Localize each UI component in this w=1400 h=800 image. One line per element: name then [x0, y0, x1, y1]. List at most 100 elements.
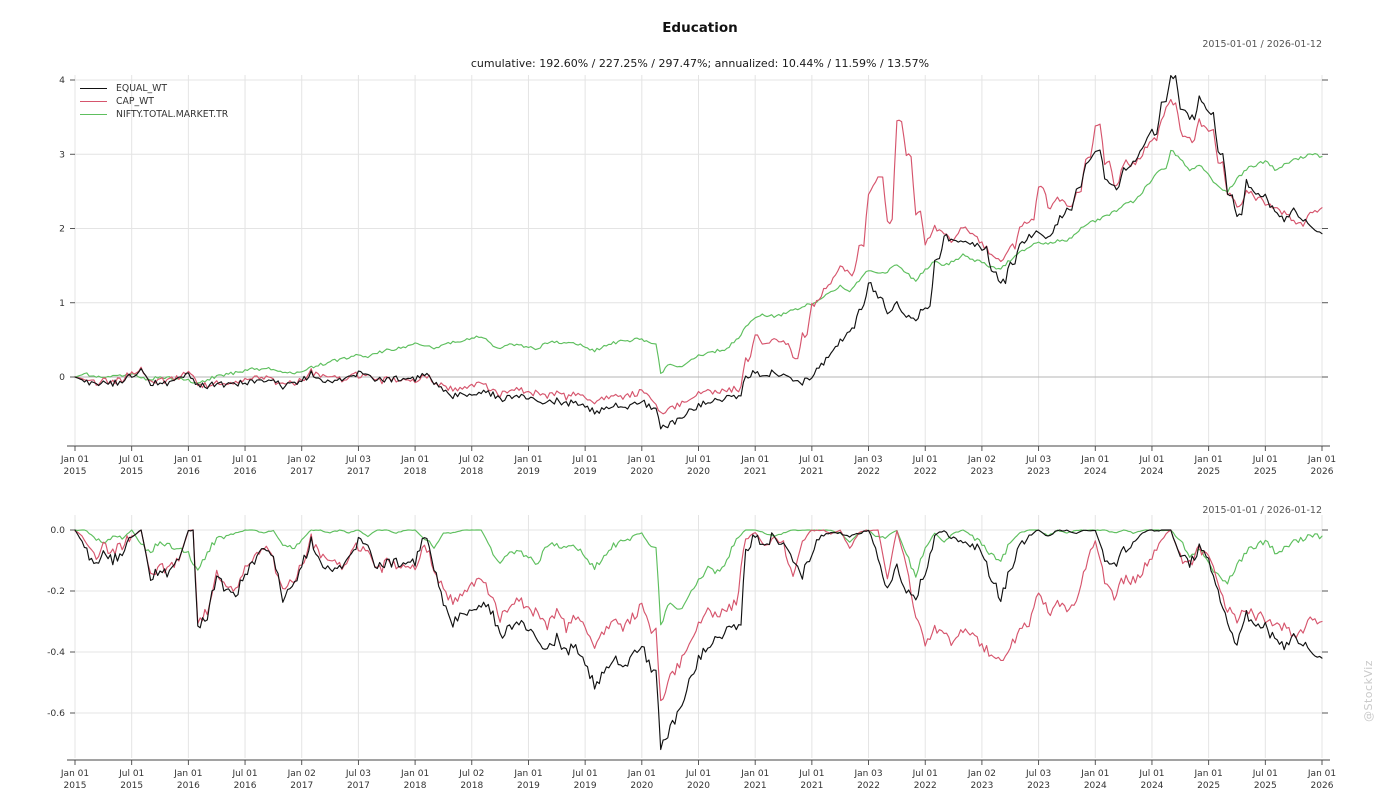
legend-label: CAP_WT [116, 96, 154, 107]
x-tick-label: Jul 01 [912, 455, 938, 465]
y-tick-label: 3 [59, 149, 65, 160]
x-tick-label: Jan 01 [400, 769, 429, 779]
page-title: Education [662, 20, 738, 36]
x-tick-label: Jan 01 [1194, 455, 1223, 465]
x-tick-label: Jul 01 [118, 455, 144, 465]
x-tick-label-year: 2016 [234, 467, 257, 477]
cap-wt-line-swatch-icon [80, 101, 107, 102]
x-tick-label-year: 2025 [1254, 781, 1277, 791]
x-tick-label-year: 2023 [970, 781, 993, 791]
legend-item-nifty: NIFTY.TOTAL.MARKET.TR [80, 108, 228, 121]
x-tick-label-year: 2026 [1311, 781, 1334, 791]
y-tick-label: 0.0 [50, 525, 65, 536]
x-tick-label-year: 2021 [800, 467, 823, 477]
x-tick-label: Jul 02 [458, 455, 484, 465]
chart-subtitle-stats: cumulative: 192.60% / 227.25% / 297.47%;… [470, 57, 930, 70]
x-tick-label: Jul 01 [685, 769, 711, 779]
x-tick-label: Jan 01 [1080, 769, 1109, 779]
x-tick-label: Jul 01 [1252, 455, 1278, 465]
x-tick-label: Jan 01 [60, 769, 89, 779]
x-tick-label-year: 2015 [120, 781, 143, 791]
y-tick-label: 4 [59, 75, 65, 86]
x-tick-label-year: 2021 [744, 781, 767, 791]
x-tick-label-year: 2017 [347, 781, 370, 791]
x-tick-label-year: 2016 [234, 781, 257, 791]
x-tick-label: Jan 01 [740, 455, 769, 465]
x-tick-label: Jul 01 [572, 769, 598, 779]
x-tick-label-year: 2020 [687, 467, 710, 477]
x-tick-label: Jan 02 [967, 769, 996, 779]
x-tick-label-year: 2015 [64, 781, 87, 791]
x-tick-label-year: 2022 [857, 467, 880, 477]
x-tick-label: Jan 01 [740, 769, 769, 779]
series-line-equal-wt [74, 75, 1323, 430]
legend-item-cap-wt: CAP_WT [80, 95, 228, 108]
x-tick-label-year: 2024 [1141, 781, 1164, 791]
x-tick-label-year: 2018 [404, 781, 427, 791]
y-tick-label: -0.6 [47, 708, 65, 719]
x-tick-label: Jul 01 [1138, 455, 1164, 465]
legend-label: NIFTY.TOTAL.MARKET.TR [116, 109, 229, 120]
x-tick-label-year: 2022 [914, 781, 937, 791]
x-tick-label: Jan 03 [853, 769, 882, 779]
x-tick-label: Jan 02 [287, 455, 316, 465]
x-tick-label-year: 2025 [1254, 467, 1277, 477]
x-tick-label: Jul 01 [798, 455, 824, 465]
x-tick-label-year: 2015 [120, 467, 143, 477]
x-tick-label: Jan 01 [513, 769, 542, 779]
x-tick-label: Jan 02 [287, 769, 316, 779]
x-tick-label: Jan 01 [1080, 455, 1109, 465]
date-range-label-bottom: 2015-01-01 / 2026-01-12 [1202, 505, 1322, 516]
x-tick-label: Jan 01 [627, 455, 656, 465]
x-tick-label: Jul 02 [458, 769, 484, 779]
x-tick-label-year: 2018 [460, 781, 483, 791]
x-tick-label: Jan 01 [173, 769, 202, 779]
y-tick-label: 1 [59, 298, 65, 309]
x-tick-label-year: 2023 [1027, 781, 1050, 791]
x-tick-label: Jul 01 [572, 455, 598, 465]
x-tick-label-year: 2017 [290, 467, 313, 477]
x-tick-label-year: 2016 [177, 781, 200, 791]
x-tick-label-year: 2015 [64, 467, 87, 477]
y-tick-label: 2 [59, 224, 65, 235]
x-tick-label: Jan 01 [1307, 455, 1336, 465]
x-tick-label-year: 2022 [857, 781, 880, 791]
x-tick-label-year: 2023 [970, 467, 993, 477]
x-tick-label-year: 2019 [574, 781, 597, 791]
x-tick-label-year: 2019 [517, 467, 540, 477]
x-tick-label-year: 2024 [1084, 467, 1107, 477]
y-tick-label: 0 [59, 372, 65, 383]
x-tick-label-year: 2017 [347, 467, 370, 477]
x-tick-label: Jan 01 [513, 455, 542, 465]
x-tick-label: Jul 01 [1138, 769, 1164, 779]
x-tick-label: Jul 01 [912, 769, 938, 779]
x-tick-label: Jul 03 [345, 455, 371, 465]
x-tick-label-year: 2023 [1027, 467, 1050, 477]
x-tick-label-year: 2025 [1197, 467, 1220, 477]
x-tick-label-year: 2016 [177, 467, 200, 477]
equal-wt-line-swatch-icon [80, 88, 107, 89]
x-tick-label-year: 2020 [630, 467, 653, 477]
stockviz-watermark: @StockViz [1362, 659, 1375, 722]
x-tick-label-year: 2021 [744, 467, 767, 477]
x-tick-label: Jan 01 [173, 455, 202, 465]
x-tick-label-year: 2024 [1141, 467, 1164, 477]
cumulative-returns-chart: 0 1 2 3 4 Jan 01 2015 Jul 01 2015 Jan 01 2016 Jul 0… [59, 75, 1336, 477]
date-range-label-top: 2015-01-01 / 2026-01-12 [1202, 39, 1322, 50]
x-tick-label: Jan 01 [1194, 769, 1223, 779]
series-line-nifty-total-market-tr [74, 149, 1323, 384]
series-line-cap-wt [74, 529, 1323, 702]
x-tick-label-year: 2021 [800, 781, 823, 791]
x-tick-label: Jul 01 [118, 769, 144, 779]
x-tick-label: Jul 01 [1252, 769, 1278, 779]
x-tick-label: Jul 03 [345, 769, 371, 779]
x-tick-label: Jan 01 [627, 769, 656, 779]
x-tick-label-year: 2022 [914, 467, 937, 477]
y-tick-label: -0.2 [47, 586, 65, 597]
x-tick-label: Jul 01 [798, 769, 824, 779]
drawdown-chart: 0.0 -0.2 -0.4 -0.6 Jan 01 2015 Jul 01 2015 Jan 0… [47, 515, 1336, 791]
x-tick-label: Jul 03 [1025, 769, 1051, 779]
y-tick-label: -0.4 [47, 647, 65, 658]
x-tick-label: Jan 01 [1307, 769, 1336, 779]
x-tick-label-year: 2019 [517, 781, 540, 791]
